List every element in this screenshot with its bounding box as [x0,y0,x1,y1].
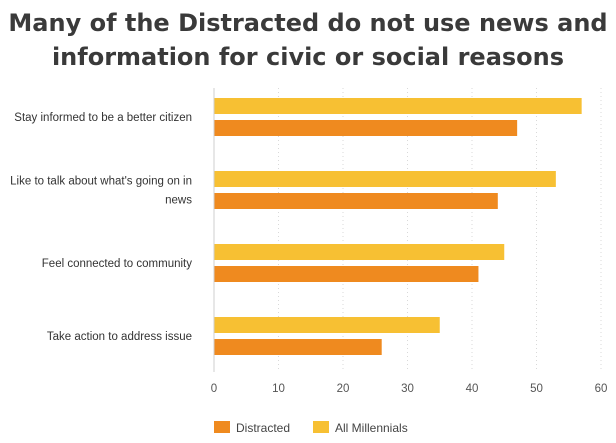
chart-title-line-2: information for civic or social reasons [51,43,565,71]
x-tick-label: 50 [530,383,543,395]
category-label: Feel connected to community [42,258,192,270]
category-label: Take action to address issue [47,331,192,343]
category-label: Stay informed to be a better citizen [14,112,192,124]
x-tick-label: 0 [211,383,217,395]
chart-title-line-1: Many of the Distracted do not use news a… [8,9,608,37]
category-label: news [165,195,192,207]
bar-all-millennials-2 [214,171,556,187]
chart-title: Many of the Distracted do not use news a… [0,6,616,74]
legend-swatch-distracted [214,421,230,433]
x-tick-label: 20 [337,383,350,395]
bar-distracted-3 [214,266,479,282]
bar-all-millennials-3 [214,244,505,260]
x-tick-label: 30 [401,383,414,395]
legend-swatch-all-millennials [313,421,329,433]
bar-distracted-2 [214,193,498,209]
bar-distracted-1 [214,120,518,136]
x-tick-label: 60 [595,383,608,395]
bar-all-millennials-1 [214,98,582,114]
legend-label-distracted: Distracted [236,421,290,435]
bar-all-millennials-4 [214,317,440,333]
bar-distracted-4 [214,339,382,355]
x-tick-label: 10 [272,383,285,395]
category-label: Like to talk about what's going on in [10,176,192,188]
x-tick-label: 40 [466,383,479,395]
legend-label-all-millennials: All Millennials [335,421,408,435]
